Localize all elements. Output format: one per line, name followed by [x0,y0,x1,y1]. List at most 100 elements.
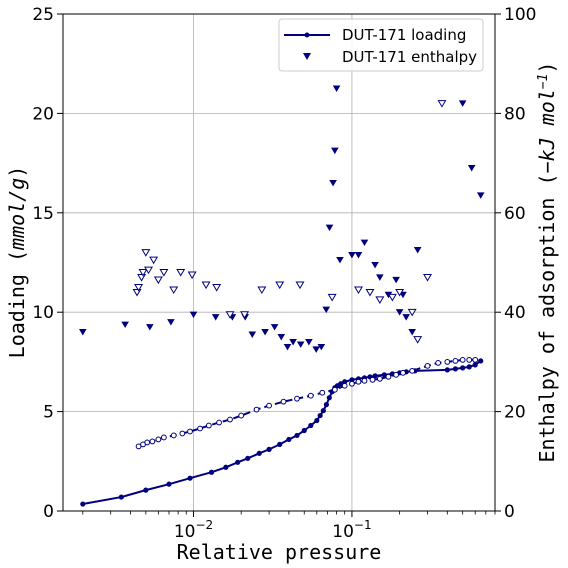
data-point [407,308,417,317]
data-point [329,179,337,187]
x-tick-label: 10−2 [174,518,213,542]
data-point [134,283,144,292]
data-point [395,309,404,316]
data-point [452,358,459,364]
data-point [266,402,273,409]
data-point [466,357,473,363]
data-point [223,464,229,470]
data-point [159,269,169,277]
data-point [289,338,297,346]
data-point [238,412,245,419]
data-point [301,427,307,434]
data-point [402,314,410,321]
legend-box [278,18,484,72]
data-point [400,369,406,376]
axes: 10−2 10−1 0 5 10 15 20 25 0 20 40 60 80 100 [32,5,536,542]
data-point [294,395,300,402]
data-point [392,276,400,284]
series-2 [78,85,485,353]
legend-enthalpy-marker [303,53,311,60]
data-point [369,376,376,383]
data-point [118,494,124,500]
data-point [153,276,163,285]
data-point [349,377,355,383]
data-point [149,438,156,445]
data-point [460,365,466,371]
data-point [331,147,339,155]
data-point [360,239,369,247]
data-point [322,306,331,314]
data-point [170,432,177,439]
data-point [478,358,484,364]
data-point [325,224,334,232]
data-point [413,247,422,254]
data-point [371,261,379,269]
y-axis-label-left: Loading (mmol/g) [5,166,29,359]
data-point [452,366,459,372]
data-point [476,192,485,199]
data-point [187,428,193,435]
data-point [149,256,159,265]
series-1 [135,357,479,450]
data-point [467,165,476,172]
data-point [424,362,431,369]
data-point [212,283,222,292]
data-point [395,288,405,297]
data-point [256,450,262,456]
data-point [144,439,151,446]
data-point [80,501,86,507]
data-point [365,288,375,297]
y-tick-label-left: 25 [32,5,54,25]
data-point [331,386,338,393]
x-axis-label: Relative pressure [177,540,382,564]
data-point [376,274,384,281]
data-point [197,425,203,432]
data-point [458,100,467,107]
data-point [187,271,197,280]
data-point [121,321,129,329]
data-point [78,329,87,336]
x-tick-label: 10−1 [332,518,371,542]
data-point [312,346,321,353]
data-point [336,256,344,264]
data-point [387,293,397,302]
data-point [277,334,286,341]
data-point [326,395,332,401]
y-tick-label-left: 5 [43,403,54,423]
y-tick-label-left: 20 [32,104,54,124]
data-point [146,324,154,331]
data-point [201,281,211,290]
data-point [349,380,355,387]
data-point [155,436,162,443]
data-point [444,367,450,373]
data-point [341,382,348,389]
data-point [472,357,479,363]
data-point [323,402,330,408]
data-point [308,422,314,429]
plot-area [78,85,485,507]
data-point [216,419,222,426]
data-point [166,481,172,487]
data-point [275,281,285,290]
legend: DUT-171 loading DUT-171 enthalpy [278,18,484,72]
data-point [208,469,215,475]
data-point [307,392,314,399]
data-point [320,408,326,414]
data-point [348,252,356,259]
y-axis-label-right: Enthalpy of adsorption (−kJ mol−1) [535,62,559,463]
data-point [245,455,251,461]
data-point [189,311,198,319]
plot-frame [62,13,496,512]
data-point [327,293,337,302]
y-tick-label-right: 40 [504,303,526,323]
data-point [248,331,257,338]
data-point [253,406,260,413]
y-tick-label-left: 15 [32,204,54,224]
data-point [435,359,442,366]
data-point [413,336,423,344]
data-point [305,338,313,346]
y-tick-label-right: 60 [504,204,526,224]
data-point [409,367,416,374]
data-point [211,314,220,321]
data-point [143,487,149,493]
